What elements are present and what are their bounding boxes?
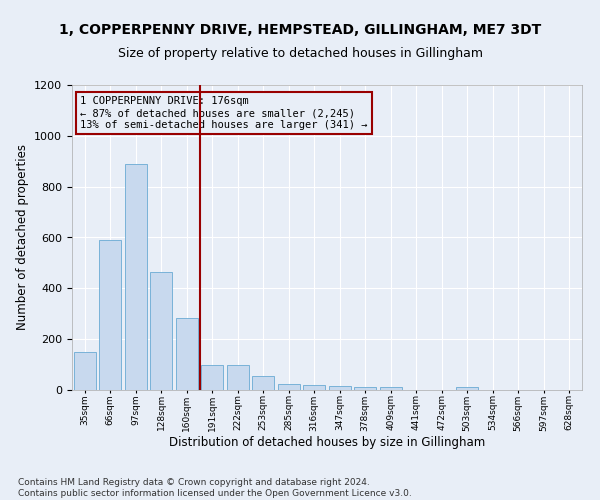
Bar bbox=[227, 364, 248, 390]
Bar bbox=[304, 385, 325, 390]
Bar bbox=[202, 364, 223, 390]
Bar bbox=[457, 388, 478, 390]
Bar bbox=[151, 272, 172, 390]
Bar bbox=[125, 164, 146, 390]
Bar bbox=[74, 352, 95, 390]
Bar bbox=[176, 318, 197, 390]
Bar bbox=[380, 388, 401, 390]
Y-axis label: Number of detached properties: Number of detached properties bbox=[16, 144, 29, 330]
Text: Size of property relative to detached houses in Gillingham: Size of property relative to detached ho… bbox=[118, 48, 482, 60]
Bar bbox=[278, 384, 299, 390]
Bar bbox=[100, 240, 121, 390]
Bar bbox=[355, 388, 376, 390]
Bar bbox=[329, 386, 350, 390]
Text: Contains HM Land Registry data © Crown copyright and database right 2024.
Contai: Contains HM Land Registry data © Crown c… bbox=[18, 478, 412, 498]
Bar bbox=[253, 376, 274, 390]
Text: 1, COPPERPENNY DRIVE, HEMPSTEAD, GILLINGHAM, ME7 3DT: 1, COPPERPENNY DRIVE, HEMPSTEAD, GILLING… bbox=[59, 22, 541, 36]
X-axis label: Distribution of detached houses by size in Gillingham: Distribution of detached houses by size … bbox=[169, 436, 485, 449]
Text: 1 COPPERPENNY DRIVE: 176sqm
← 87% of detached houses are smaller (2,245)
13% of : 1 COPPERPENNY DRIVE: 176sqm ← 87% of det… bbox=[80, 96, 368, 130]
